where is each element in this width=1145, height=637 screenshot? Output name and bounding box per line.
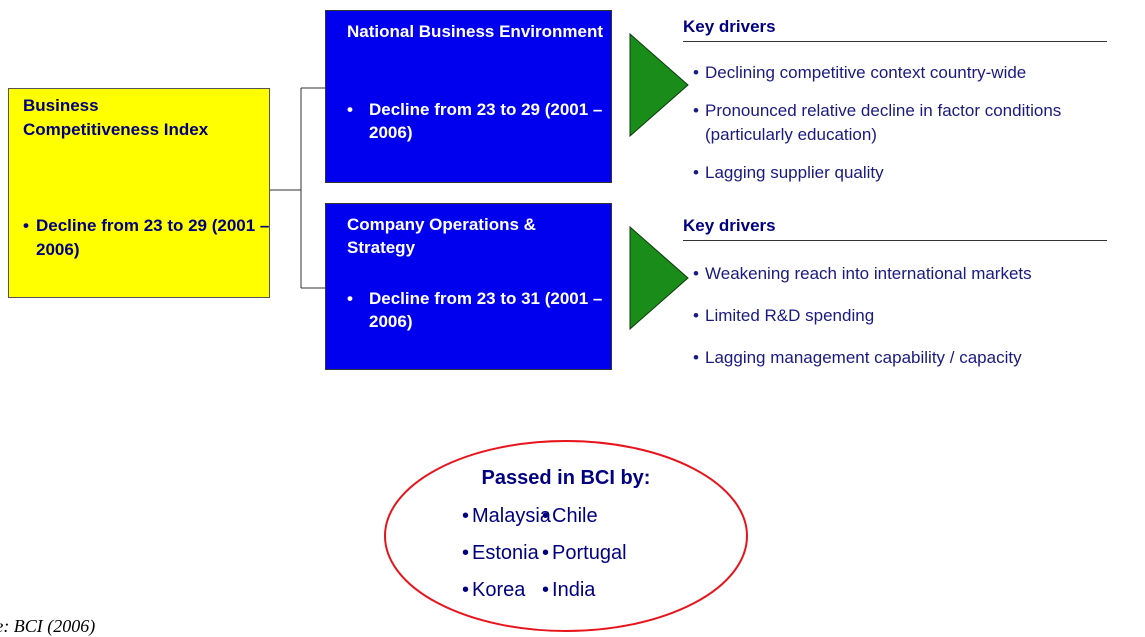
box-title: National Business Environment <box>347 22 603 41</box>
arrow <box>629 32 689 138</box>
source-note: Source: BCI (2006) <box>0 616 96 636</box>
driver: Lagging management capability / capacity <box>693 346 1143 370</box>
driver: Weakening reach into international marke… <box>693 262 1143 286</box>
country-list: MalaysiaChileEstoniaPortugalKoreaIndia <box>462 502 722 604</box>
driver: Lagging supplier quality <box>693 161 1143 185</box>
pillar-box: Company Operations & Strategy Decline fr… <box>325 203 612 370</box>
drivers-heading: Key drivers <box>683 214 1107 241</box>
box-bullet: Decline from 23 to 29 (2001 – 2006) <box>347 98 619 144</box>
driver: Pronounced relative decline in factor co… <box>693 99 1105 147</box>
box-bullet: Decline from 23 to 29 (2001 – 2006) <box>23 214 281 262</box>
country: Korea <box>462 576 542 604</box>
drivers-list: Declining competitive context country-wi… <box>693 61 1143 199</box>
country: Estonia <box>462 539 542 567</box>
driver: Declining competitive context country-wi… <box>693 61 1105 85</box>
pillar-box: National Business Environment Decline fr… <box>325 10 612 183</box>
highlight-ellipse <box>384 440 748 632</box>
driver: Limited R&D spending <box>693 304 1143 328</box>
box-title: Company Operations & Strategy <box>347 215 536 257</box>
country: Chile <box>542 502 682 530</box>
passed-title: Passed in BCI by: <box>481 467 651 489</box>
arrow <box>629 225 689 331</box>
country: India <box>542 576 682 604</box>
box-title: Business Competitiveness Index <box>23 96 209 139</box>
country: Portugal <box>542 539 682 567</box>
drivers-list: Weakening reach into international marke… <box>693 262 1143 384</box>
country: Malaysia <box>462 502 551 530</box>
index-box: Business Competitiveness Index Decline f… <box>8 88 270 298</box>
box-bullet: Decline from 23 to 31 (2001 – 2006) <box>347 287 619 333</box>
drivers-heading: Key drivers <box>683 15 1107 42</box>
